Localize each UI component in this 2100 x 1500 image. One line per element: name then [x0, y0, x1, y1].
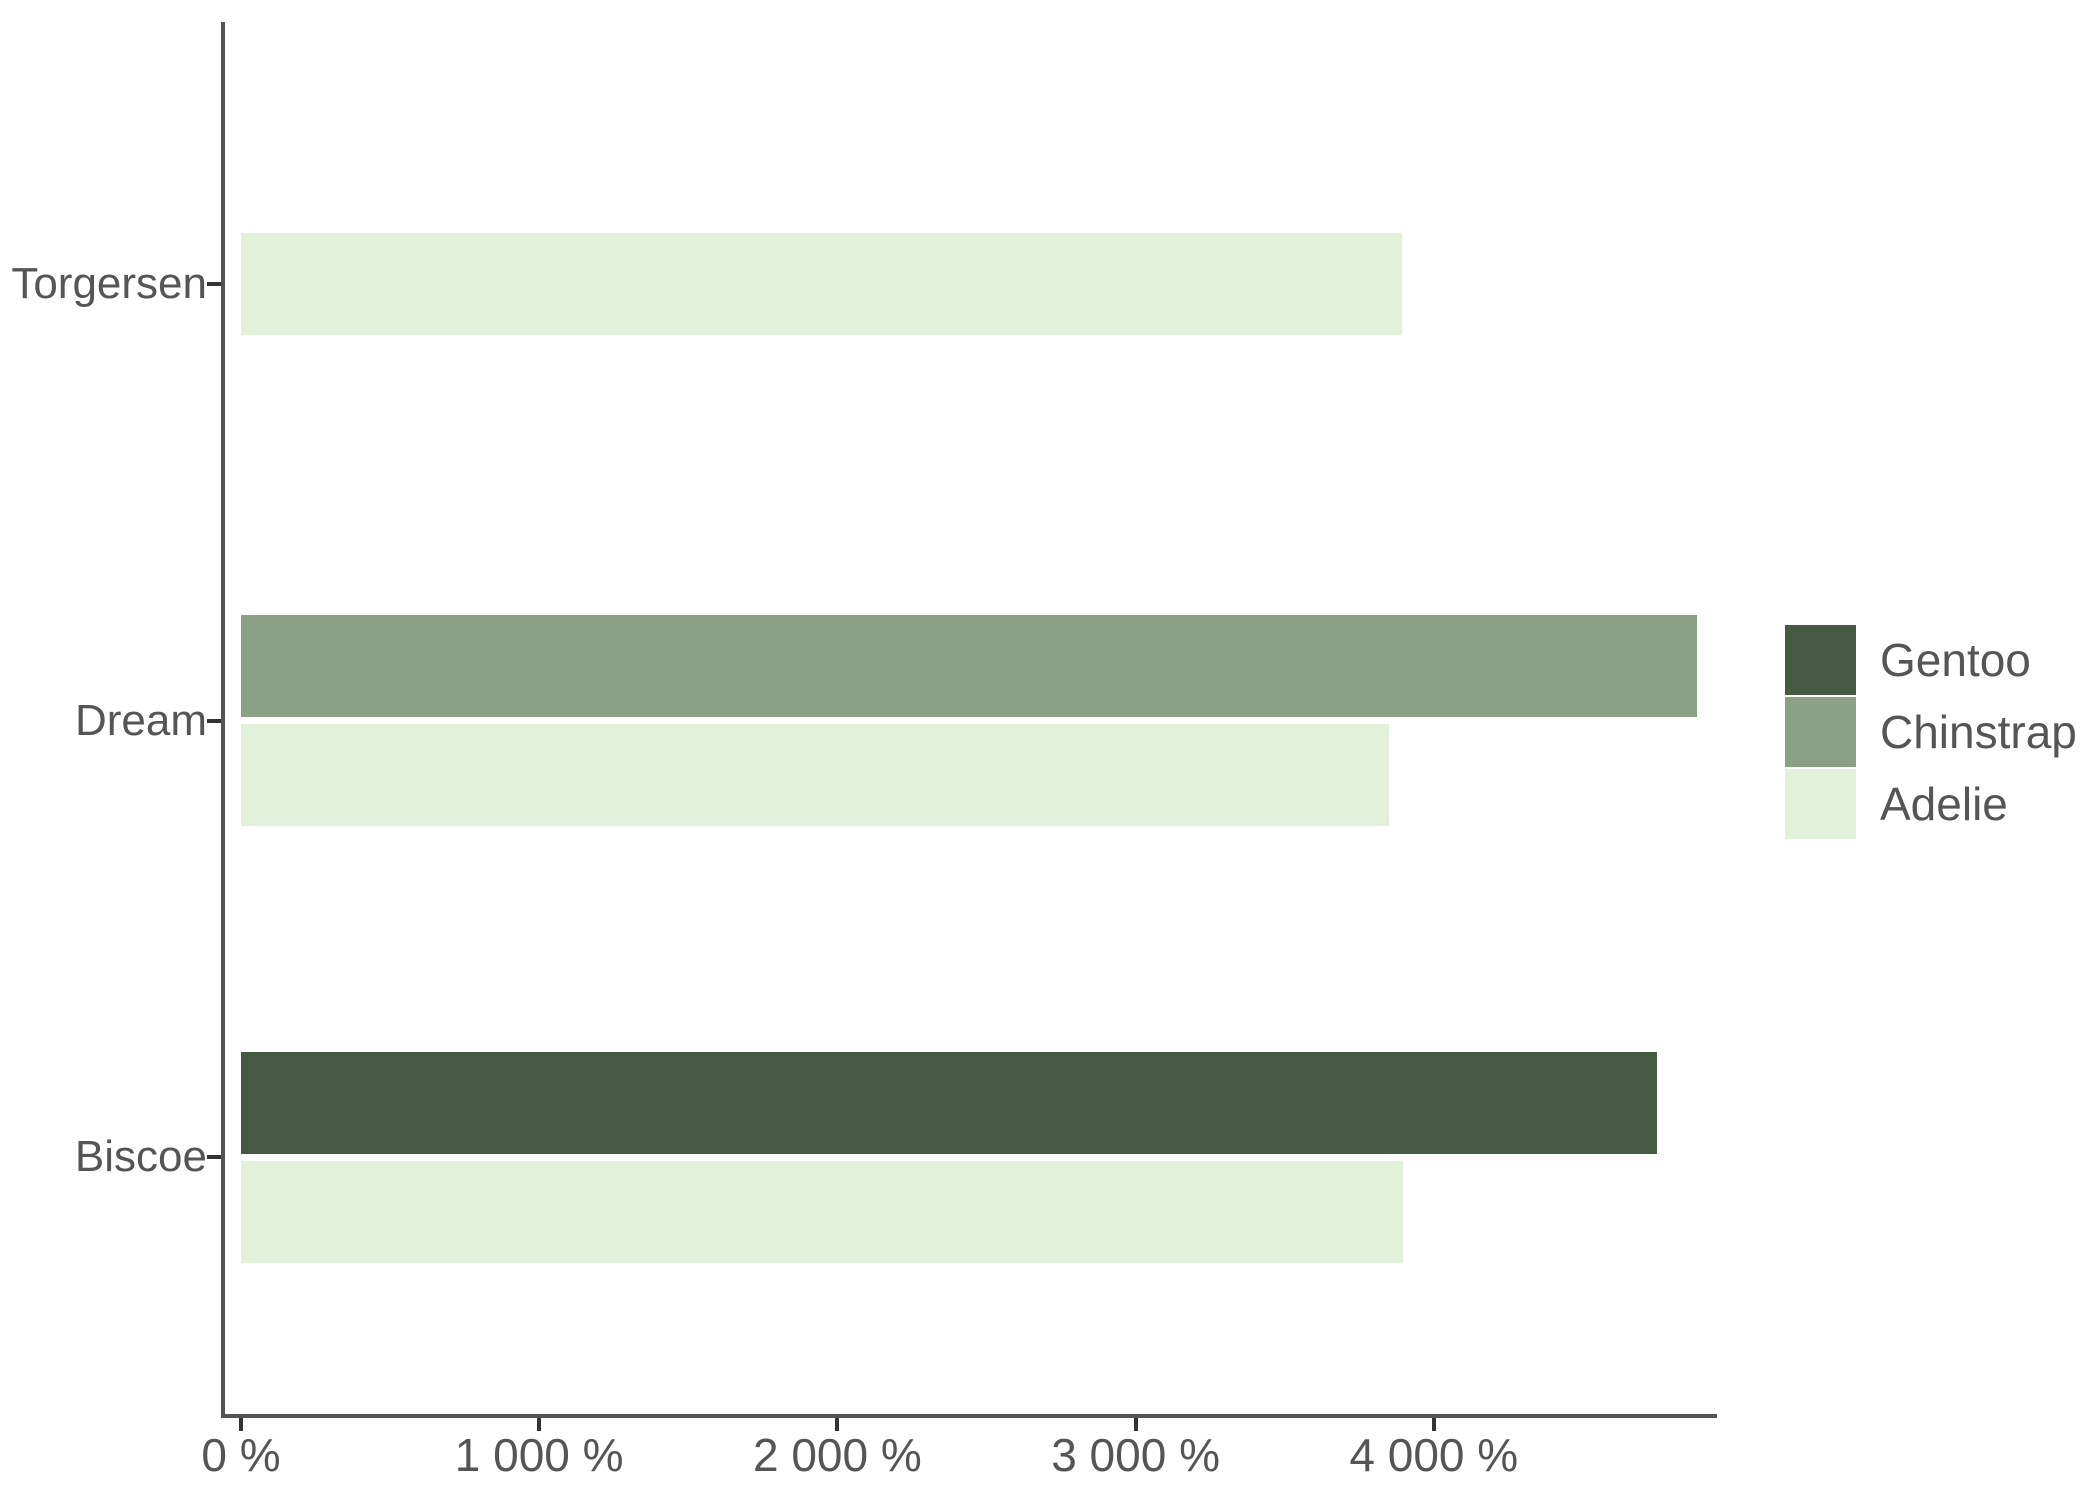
x-tick-4000 — [1431, 1418, 1436, 1431]
x-axis-label-4000: 4 000 % — [1349, 1429, 1519, 1481]
x-tick-0 — [239, 1418, 243, 1431]
y-axis-label-dream: Dream — [74, 695, 207, 745]
bar-torgersen-adelie — [241, 233, 1403, 335]
legend-swatch-gentoo — [1785, 625, 1856, 695]
bar-biscoe-gentoo — [241, 1051, 1658, 1154]
legend-swatch-chinstrap — [1785, 697, 1856, 767]
legend-swatch-adelie — [1785, 769, 1856, 839]
x-axis-line — [221, 1414, 1717, 1418]
y-axis-line — [221, 22, 225, 1418]
y-axis-label-biscoe: Biscoe — [74, 1132, 207, 1181]
y-tick-dream — [207, 718, 221, 723]
x-tick-1000 — [537, 1418, 542, 1431]
y-axis-label-torgersen: Torgersen — [11, 259, 207, 308]
x-tick-3000 — [1133, 1418, 1138, 1431]
bar-biscoe-adelie — [241, 1160, 1404, 1263]
x-axis-label-3000: 3 000 % — [1051, 1429, 1220, 1481]
x-tick-2000 — [835, 1418, 840, 1431]
x-axis-label-1000: 1 000 % — [454, 1429, 624, 1481]
legend-label-chinstrap: Chinstrap — [1880, 706, 2077, 758]
y-tick-torgersen — [207, 282, 221, 286]
y-tick-biscoe — [207, 1155, 221, 1159]
legend-label-adelie: Adelie — [1880, 778, 2008, 830]
bar-dream-chinstrap — [241, 615, 1698, 717]
bar-dream-adelie — [241, 724, 1390, 826]
x-axis-label-2000: 2 000 % — [752, 1429, 922, 1481]
legend-label-gentoo: Gentoo — [1880, 634, 2031, 686]
x-axis-label-0: 0 % — [201, 1429, 281, 1481]
